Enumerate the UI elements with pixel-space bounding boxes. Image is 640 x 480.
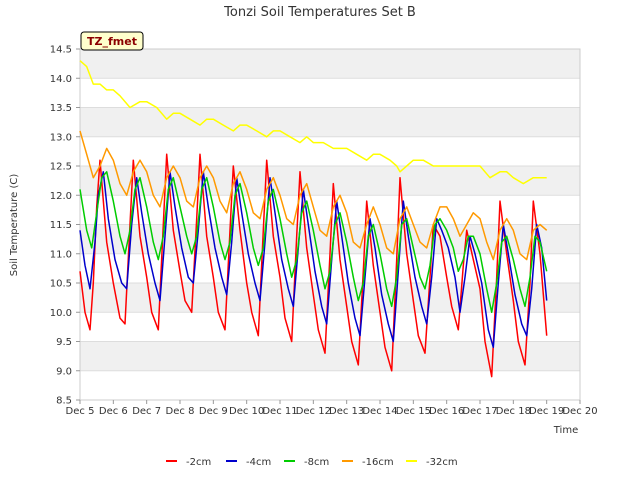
y-tick-label: 14.0 [50,74,72,85]
y-tick-label: 10.5 [50,279,72,290]
y-tick-label: 8.5 [56,396,72,407]
y-tick-label: 13.5 [50,103,72,114]
legend-label: -8cm [304,457,329,468]
y-tick-label: 12.0 [50,191,72,202]
x-tick-label: Dec 19 [529,406,564,417]
legend-label: -32cm [426,457,458,468]
x-tick-label: Dec 20 [562,406,597,417]
x-tick-label: Dec 9 [199,406,228,417]
chart-title: Tonzi Soil Temperatures Set B [223,5,416,20]
annotation-badge-text: TZ_fmet [87,35,137,48]
x-tick-label: Dec 16 [429,406,464,417]
x-axis-label: Time [553,425,578,436]
series-lines [79,60,548,378]
series-line-2cm [79,153,548,378]
legend-label: -4cm [246,457,271,468]
x-tick-label: Dec 5 [66,406,95,417]
grid-band [80,136,580,166]
x-tick-label: Dec 6 [99,406,128,417]
x-tick-label: Dec 17 [462,406,497,417]
x-tick-label: Dec 13 [329,406,364,417]
x-tick-label: Dec 11 [262,406,297,417]
grid-band [80,107,580,137]
x-tick-label: Dec 14 [362,406,397,417]
y-tick-label: 12.5 [50,162,72,173]
grid-band [80,370,580,400]
grid-band [80,49,580,79]
x-tick-label: Dec 18 [496,406,531,417]
annotation-badge-box [80,31,144,51]
y-axis-label: Soil Temperature (C) [9,174,20,277]
y-tick-label: 10.0 [50,308,72,319]
grid-band [80,312,580,342]
legend-label: -2cm [186,457,211,468]
x-tick-label: Dec 10 [229,406,264,417]
y-axis-ticks: 8.5 9.0 9.5 10.0 10.5 11.0 11.5 12.0 12.5 13.0 13.… [50,45,80,407]
y-tick-label: 13.0 [50,132,72,143]
x-tick-label: Dec 15 [396,406,431,417]
y-tick-label: 9.5 [56,337,72,348]
legend-label: -16cm [362,457,394,468]
grid-band [80,341,580,371]
series-line-8cm [79,171,548,314]
x-tick-label: Dec 8 [166,406,195,417]
series-line-16cm [79,130,548,261]
series-line-32cm [79,60,547,185]
y-tick-label: 11.5 [50,220,72,231]
y-tick-label: 14.5 [50,45,72,56]
y-tick-label: 9.0 [56,366,72,377]
x-tick-label: Dec 7 [132,406,161,417]
y-tick-label: 11.0 [50,249,72,260]
annotation-badge: TZ_fmet [80,31,144,51]
grid-band [80,78,580,108]
series-line-4cm [79,171,548,349]
grid-band [80,166,580,196]
legend: -2cm -4cm -8cm -16cm -32cm [166,457,458,468]
x-tick-label: Dec 12 [296,406,331,417]
